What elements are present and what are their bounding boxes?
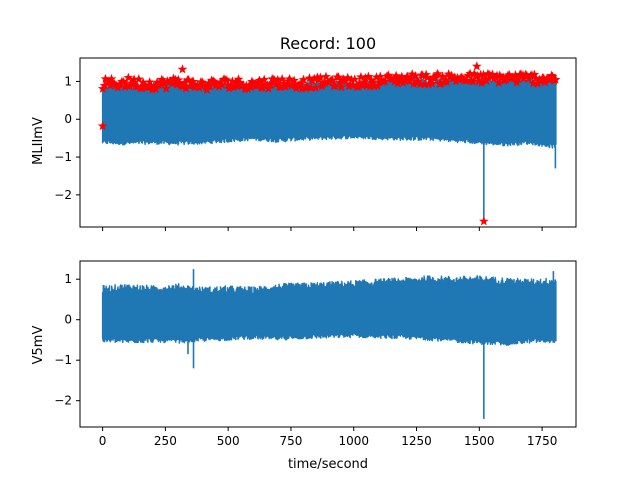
r-peak-marker [298,74,309,84]
r-peak-marker [185,81,195,91]
r-peak-marker [336,82,347,92]
v5-x-axis: 0 250 500 750 1000 1250 1500 1750 [99,427,558,448]
mlii-ytick-label: −2 [54,188,72,202]
r-peak-marker [284,73,295,84]
mlii-ylabel: MLIImV [31,117,46,165]
v5-xtick-label: 1250 [401,434,432,448]
v5-xtick-label: 500 [217,434,240,448]
v5-y-axis: 1 0 −1 −2 [54,272,80,408]
r-peak-marker [333,72,344,82]
x-axis-label: time/second [288,457,368,472]
r-peak-marker [471,61,482,71]
r-peak-marker [441,76,452,87]
mlii-ytick-label: 0 [64,112,72,126]
v5-ytick-label: 1 [64,272,72,286]
r-peak-marker [277,74,287,84]
r-peak-marker [349,74,360,84]
r-peak-marker [529,69,540,79]
v5-ylabel: V5mV [31,326,46,365]
r-peak-marker [432,68,443,78]
r-peak-marker [479,216,489,226]
mlii-y-axis: 1 0 −1 −2 [54,74,80,202]
mlii-ytick-label: 1 [64,74,72,88]
v5-ytick-label: −2 [54,394,72,408]
r-peak-marker [493,77,504,87]
mlii-ytick-label: −1 [54,150,72,164]
v5-xtick-label: 1500 [464,434,495,448]
r-peak-marker [437,71,448,81]
v5-xtick-label: 1000 [338,434,369,448]
v5-panel: V5mV 1 0 −1 −2 0 250 500 750 1000 1250 1500 1750 [31,260,577,448]
r-peak-marker [106,73,117,84]
figure-title: Record: 100 [280,34,376,53]
mlii-series-layer [97,61,561,226]
r-peak-marker [150,84,161,94]
r-peak-marker [123,72,134,82]
v5-series-layer [101,269,557,419]
r-peak-marker [289,75,299,85]
v5-xtick-label: 1750 [527,434,558,448]
v5-plot-frame [79,260,577,428]
r-peak-marker [311,82,321,92]
mlii-panel: MLIImV 1 0 −1 −2 [31,57,577,231]
r-peak-marker [177,64,188,74]
r-peak-marker [415,79,425,89]
v5-xtick-label: 250 [154,434,177,448]
v5-ytick-label: 0 [64,313,72,327]
mlii-plot-frame [79,57,577,228]
r-peak-marker [188,76,198,86]
v5-ytick-label: −1 [54,353,72,367]
r-peak-marker [221,75,232,85]
mlii-signal-envelope [102,84,556,143]
r-peak-marker [427,78,437,88]
v5-xtick-label: 0 [99,434,107,448]
r-peak-marker [97,120,108,131]
mlii-x-axis [102,227,543,231]
r-peak-marker [259,74,270,84]
r-peak-marker [550,74,561,84]
mlii-r-peak-markers [97,61,561,226]
v5-xtick-label: 750 [280,434,303,448]
r-peak-marker [321,71,331,81]
r-peak-marker [342,72,353,82]
v5-signal-envelope [102,284,556,340]
